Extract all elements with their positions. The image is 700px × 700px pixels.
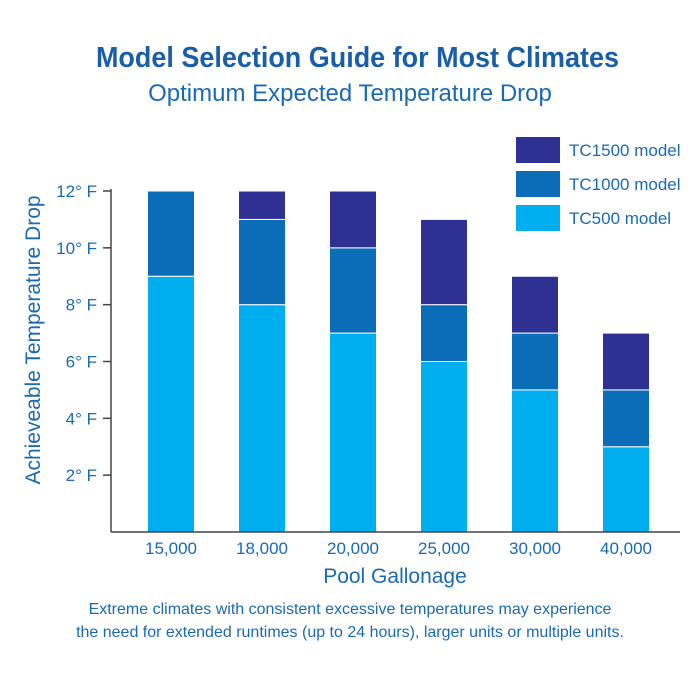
x-tick-label: 25,000 (418, 539, 470, 558)
x-axis-label: Pool Gallonage (323, 565, 467, 588)
y-tick-label: 8° F (66, 296, 97, 315)
bar-tc500-model-20000 (329, 332, 377, 533)
footnote-line-2: the need for extended runtimes (up to 24… (76, 624, 624, 641)
x-tick-label: 30,000 (509, 539, 561, 558)
legend-label: TC1500 model (569, 141, 681, 160)
x-tick-label: 15,000 (145, 539, 197, 558)
y-tick-label: 10° F (56, 239, 97, 258)
footnote: Extreme climates with consistent excessi… (0, 598, 700, 644)
chart-subtitle: Optimum Expected Temperature Drop (148, 80, 552, 107)
legend-swatch-tc1500-model (516, 137, 560, 163)
y-tick-label: 2° F (66, 466, 97, 485)
bar-tc1000-model-20000 (329, 247, 377, 334)
y-tick-label: 12° F (56, 182, 97, 201)
legend-label: TC1000 model (569, 175, 681, 194)
legend-label: TC500 model (569, 209, 671, 228)
x-tick-label: 18,000 (236, 539, 288, 558)
y-tick-label: 6° F (66, 353, 97, 372)
legend-swatch-tc500-model (516, 205, 560, 231)
bar-tc1500-model-18000 (238, 190, 286, 220)
axes: 2° F 4° F 6° F 8° F 10° F 12° F (56, 182, 680, 533)
bar-tc1500-model-40000 (602, 332, 650, 391)
x-tick-label: 20,000 (327, 539, 379, 558)
bar-tc1500-model-30000 (511, 275, 559, 334)
legend: TC1500 model TC1000 model TC500 model (516, 137, 681, 231)
bar-tc1500-model-20000 (329, 190, 377, 249)
bar-tc1500-model-25000 (420, 218, 468, 306)
bar-tc1000-model-30000 (511, 332, 559, 391)
chart-title: Model Selection Guide for Most Climates (95, 42, 619, 74)
bar-tc500-model-40000 (602, 446, 650, 533)
bar-tc500-model-15000 (147, 275, 195, 533)
bar-tc500-model-18000 (238, 304, 286, 533)
y-axis-label: Achieveable Temperature Drop (22, 195, 45, 484)
bar-tc1000-model-15000 (147, 190, 195, 277)
bar-tc1000-model-40000 (602, 389, 650, 448)
bar-tc1000-model-18000 (238, 218, 286, 306)
x-tick-label: 40,000 (600, 539, 652, 558)
bar-tc1000-model-25000 (420, 304, 468, 362)
bar-tc500-model-30000 (511, 389, 559, 533)
bar-group: 15,000 18,000 20,000 25,000 30,000 40,000 (145, 190, 652, 558)
footnote-line-1: Extreme climates with consistent excessi… (88, 601, 612, 618)
y-tick-label: 4° F (66, 409, 97, 428)
bar-tc500-model-25000 (420, 361, 468, 533)
legend-swatch-tc1000-model (516, 171, 560, 197)
